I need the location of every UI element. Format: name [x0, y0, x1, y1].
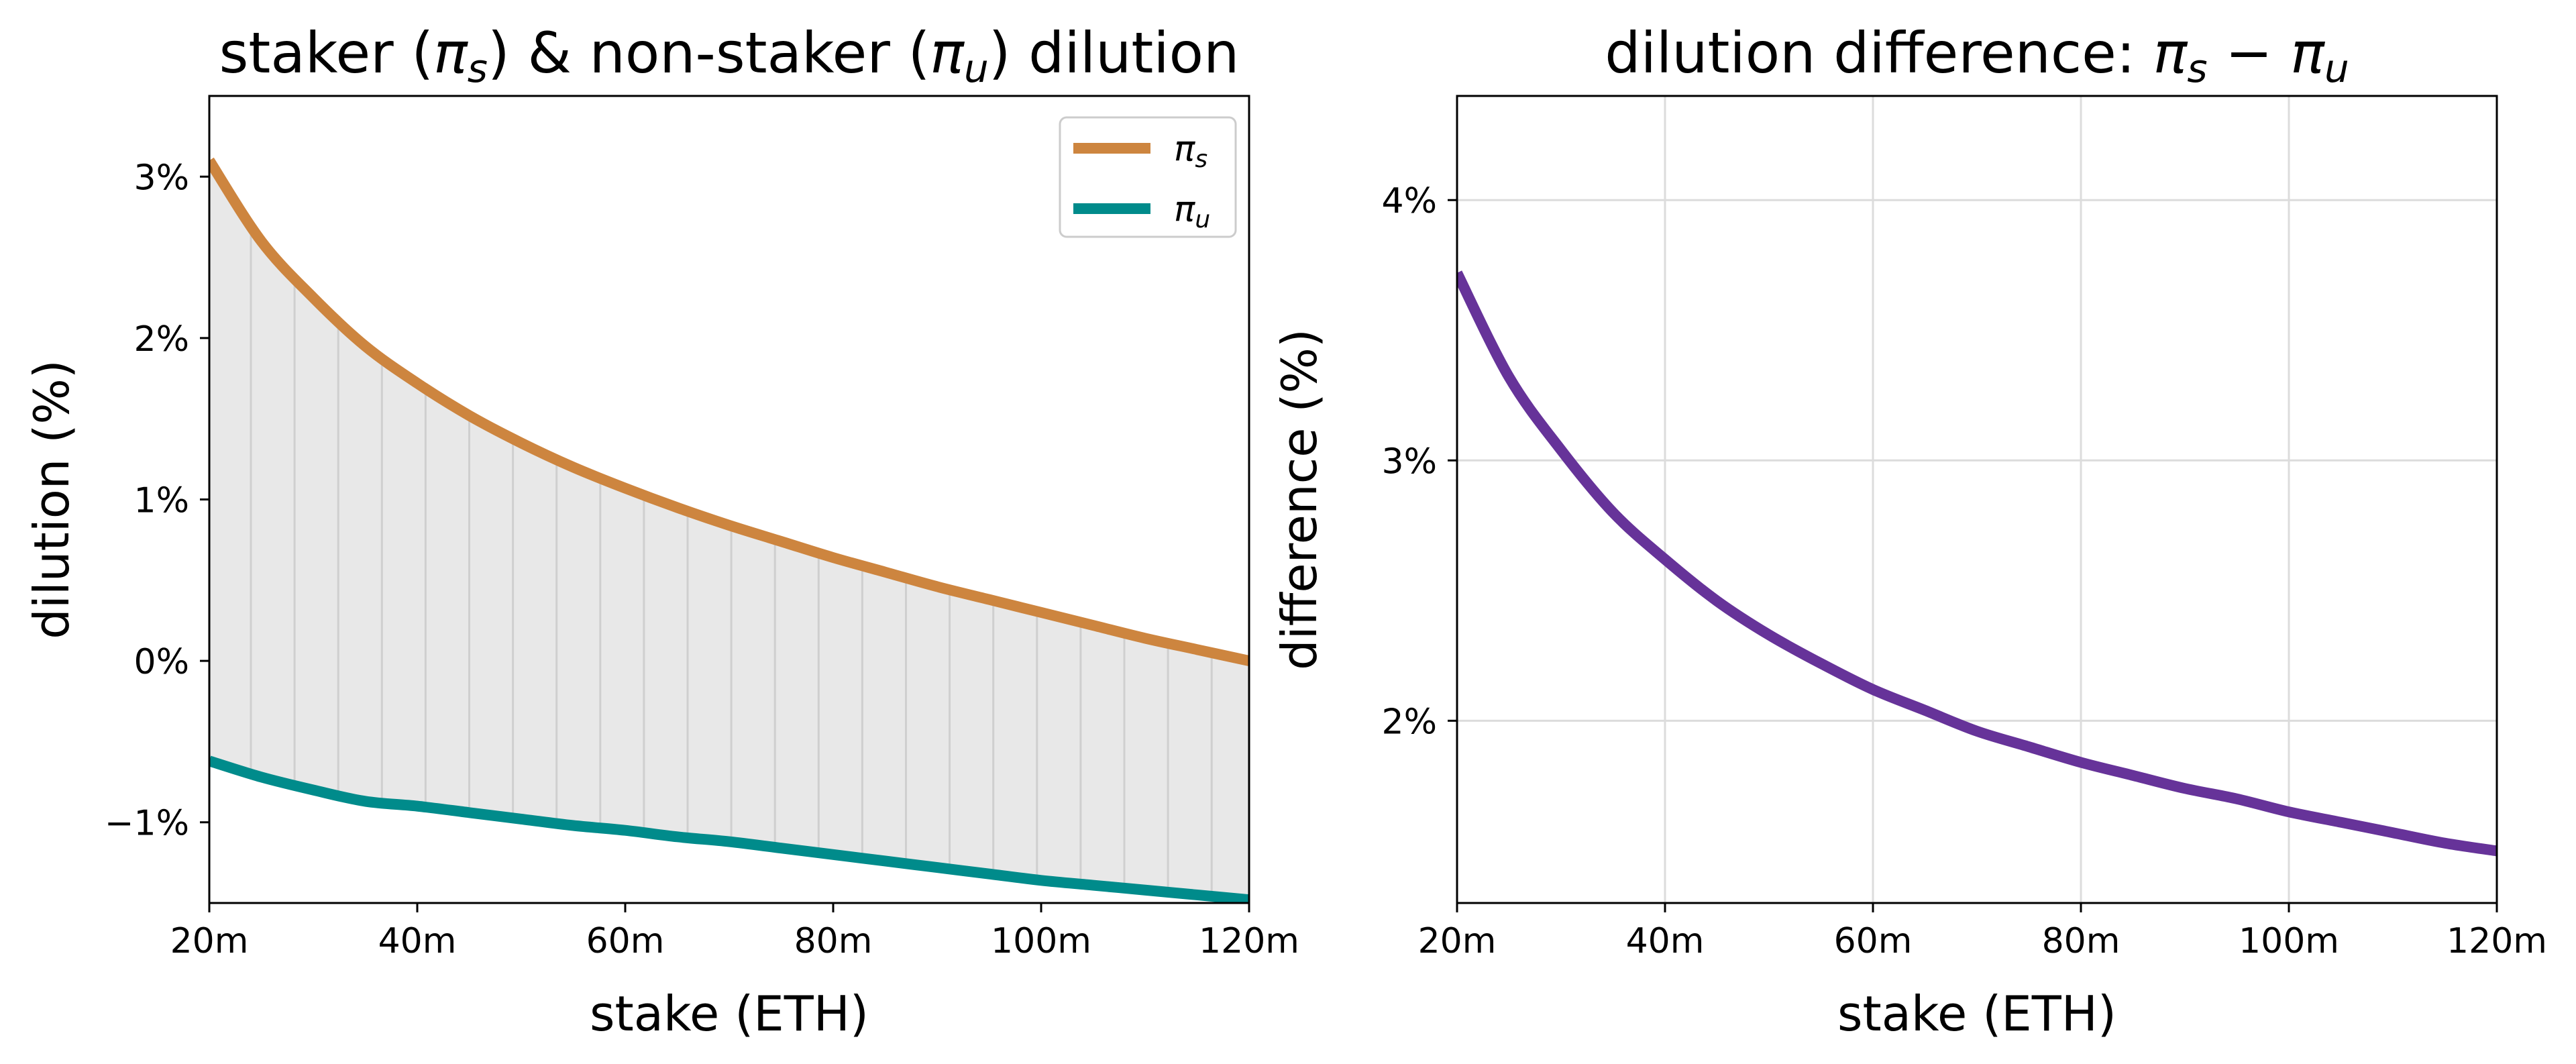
difference-series-line-1	[1457, 270, 2497, 857]
difference-x-tick-label: 60m	[1834, 921, 1913, 961]
difference-chart: dilution difference: πs − πu 20m 40m 60m 80…	[1271, 20, 2547, 1042]
dilution-legend: πs πu	[1059, 116, 1237, 238]
dilution-x-tick-label: 60m	[586, 921, 665, 961]
dilution-series-line-1	[209, 157, 1249, 666]
dilution-y-tick-label: 0%	[134, 642, 190, 682]
dilution-x-tick-label: 20m	[170, 921, 249, 961]
dilution-x-tick-label: 40m	[378, 921, 457, 961]
difference-x-tick-label: 80m	[2042, 921, 2121, 961]
legend-label-2: πu	[1174, 189, 1210, 233]
difference-chart-title: dilution difference: πs − πu	[1605, 20, 2349, 91]
dilution-x-tick-label: 80m	[794, 921, 873, 961]
difference-plot-area	[1457, 96, 2497, 903]
difference-y-tick-label: 4%	[1382, 181, 1438, 221]
difference-x-tick-label: 120m	[2447, 921, 2547, 961]
dilution-y-tick-label: 3%	[134, 158, 190, 198]
dilution-chart-title: staker (πs) & non-staker (πu) dilution	[219, 20, 1240, 91]
dilution-series-line-2	[209, 755, 1249, 903]
dilution-y-axis: −1% 0% 1% 2% 3%	[105, 158, 209, 844]
dilution-x-tick-label: 100m	[991, 921, 1091, 961]
difference-y-axis: 2% 3% 4%	[1382, 181, 1457, 742]
difference-y-tick-label: 3%	[1382, 441, 1438, 482]
difference-x-tick-label: 20m	[1418, 921, 1497, 961]
dilution-y-tick-label: 1%	[134, 481, 190, 521]
difference-plot-frame	[1456, 95, 2498, 904]
dilution-x-tick-label: 120m	[1199, 921, 1299, 961]
dilution-chart: staker (πs) & non-staker (πu) dilution 2…	[23, 20, 1299, 1042]
difference-x-tick-label: 100m	[2239, 921, 2339, 961]
difference-x-axis-label: stake (ETH)	[1837, 986, 2116, 1042]
difference-x-axis: 20m 40m 60m 80m 100m 120m	[1418, 903, 2547, 961]
difference-y-axis-label: difference (%)	[1271, 329, 1328, 670]
legend-label-1: πs	[1174, 129, 1208, 173]
difference-y-tick-label: 2%	[1382, 702, 1438, 742]
dilution-y-tick-label: 2%	[134, 319, 190, 360]
dilution-y-tick-label: −1%	[105, 804, 189, 844]
dilution-x-axis-label: stake (ETH)	[590, 986, 869, 1042]
dilution-x-axis: 20m 40m 60m 80m 100m 120m	[170, 903, 1299, 961]
difference-x-tick-label: 40m	[1626, 921, 1705, 961]
dilution-y-axis-label: dilution (%)	[23, 360, 80, 639]
dilution-plot-area	[209, 157, 1249, 903]
